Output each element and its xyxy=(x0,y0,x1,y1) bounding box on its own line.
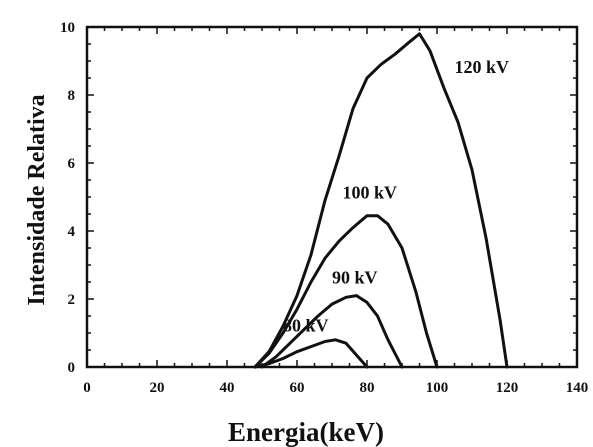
series-label-100kv: 100 kV xyxy=(343,183,398,203)
series-line-100kv xyxy=(253,214,439,369)
series-label-80kv: 80 kV xyxy=(283,315,329,335)
series-line-90kv xyxy=(260,294,404,369)
y-axis-title: Intensidade Relativa xyxy=(24,94,50,305)
plot-frame xyxy=(85,25,579,369)
y-tick-label: 2 xyxy=(68,292,76,308)
axes-frame xyxy=(85,25,579,369)
series-labels: 80 kV 90 kV 100 kV 120 kV xyxy=(283,57,509,335)
x-tick-label: 60 xyxy=(290,380,305,396)
x-tick-label: 120 xyxy=(496,380,519,396)
x-axis-title: Energia(keV) xyxy=(228,417,384,447)
x-tick-label: 40 xyxy=(220,380,235,396)
y-tick-label: 6 xyxy=(68,156,76,172)
x-tick-label: 20 xyxy=(150,380,165,396)
x-tick-label: 80 xyxy=(360,380,375,396)
x-tick-label: 0 xyxy=(83,380,91,396)
series-label-120kv: 120 kV xyxy=(455,57,510,77)
x-tick-label: 100 xyxy=(426,380,449,396)
y-tick-label: 0 xyxy=(68,360,76,376)
series-line-80kv xyxy=(253,338,369,369)
series-curves xyxy=(253,32,509,369)
y-tick-label: 4 xyxy=(68,224,76,240)
y-tick-label: 8 xyxy=(68,88,76,104)
series-label-90kv: 90 kV xyxy=(332,268,378,288)
y-axis-ticks: 0 2 4 6 8 10 xyxy=(60,20,577,376)
series-line-120kv xyxy=(253,32,509,369)
y-tick-label: 10 xyxy=(60,20,75,36)
x-axis-ticks: 0 20 40 60 80 100 120 140 xyxy=(83,27,588,396)
x-tick-label: 140 xyxy=(566,380,589,396)
